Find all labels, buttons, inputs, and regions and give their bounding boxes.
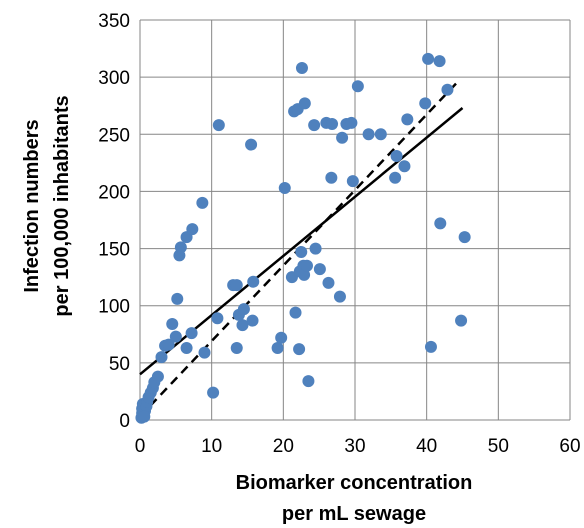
data-points: [135, 52, 471, 424]
data-point: [212, 119, 225, 132]
data-point: [293, 343, 306, 356]
data-point: [174, 241, 187, 254]
data-point: [441, 83, 454, 96]
data-point: [211, 312, 224, 325]
data-point: [298, 268, 311, 281]
data-point: [207, 386, 220, 399]
data-point: [245, 138, 258, 151]
data-point: [309, 242, 322, 255]
y-tick-label: 200: [98, 182, 130, 203]
x-tick-label: 20: [273, 436, 294, 457]
y-tick-label: 100: [98, 297, 130, 318]
data-point: [196, 196, 209, 209]
data-point: [424, 340, 437, 353]
x-tick-label: 40: [416, 436, 437, 457]
x-tick-label: 0: [135, 436, 146, 457]
y-axis-ticks: 0 50 100 150 200 250 300 350: [98, 11, 130, 432]
data-point: [298, 97, 311, 110]
data-point: [419, 97, 432, 110]
data-point: [295, 246, 308, 258]
data-point: [455, 314, 468, 327]
data-point: [390, 150, 403, 162]
data-point: [458, 231, 471, 244]
data-point: [389, 171, 402, 184]
data-point: [313, 263, 326, 276]
data-point: [302, 375, 315, 388]
x-tick-label: 30: [344, 436, 365, 457]
x-axis-ticks: 0 10 20 30 40 50 60: [135, 436, 581, 457]
data-point: [401, 113, 414, 126]
data-point: [230, 279, 243, 292]
data-point: [151, 370, 164, 383]
data-point: [422, 52, 435, 65]
grid: [139, 19, 571, 421]
y-tick-label: 0: [119, 411, 130, 432]
data-point: [278, 182, 291, 194]
data-point: [169, 330, 182, 343]
data-point: [295, 62, 308, 74]
y-tick-label: 300: [98, 68, 130, 89]
data-point: [374, 128, 387, 141]
data-point: [155, 351, 168, 364]
data-point: [322, 276, 335, 289]
data-point: [271, 342, 284, 354]
data-point: [247, 275, 260, 288]
data-point: [289, 306, 302, 319]
x-tick-label: 50: [488, 436, 509, 457]
data-point: [185, 327, 198, 340]
data-point: [198, 346, 211, 359]
data-point: [398, 160, 411, 173]
data-point: [171, 292, 184, 305]
data-point: [336, 131, 349, 144]
y-tick-label: 250: [98, 125, 130, 146]
data-point: [166, 318, 179, 330]
x-tick-label: 60: [559, 436, 580, 457]
data-point: [138, 410, 151, 423]
data-point: [351, 80, 364, 93]
data-point: [180, 342, 193, 354]
data-point: [230, 342, 243, 354]
x-axis-title-line-2: per mL sewage: [282, 503, 426, 525]
data-point: [237, 303, 250, 316]
data-point: [433, 55, 446, 68]
data-point: [434, 217, 447, 230]
y-tick-label: 150: [98, 240, 130, 261]
y-tick-label: 50: [109, 354, 130, 375]
data-point: [325, 171, 338, 184]
data-point: [236, 319, 249, 332]
data-point: [162, 338, 175, 351]
data-point: [326, 118, 339, 130]
x-axis-title-line-1: Biomarker concentration: [236, 472, 473, 494]
data-point: [186, 223, 199, 236]
y-tick-label: 350: [98, 11, 130, 32]
data-point: [362, 128, 375, 141]
data-point: [246, 314, 259, 327]
y-axis-title-line-2: per 100,000 inhabitants: [51, 95, 73, 316]
data-point: [275, 331, 288, 344]
data-point: [346, 175, 359, 188]
data-point: [300, 259, 313, 272]
x-tick-label: 10: [201, 436, 222, 457]
data-point: [308, 119, 321, 132]
data-point: [345, 116, 358, 129]
y-axis-title-line-1: Infection numbers: [21, 119, 43, 292]
data-point: [333, 290, 346, 303]
